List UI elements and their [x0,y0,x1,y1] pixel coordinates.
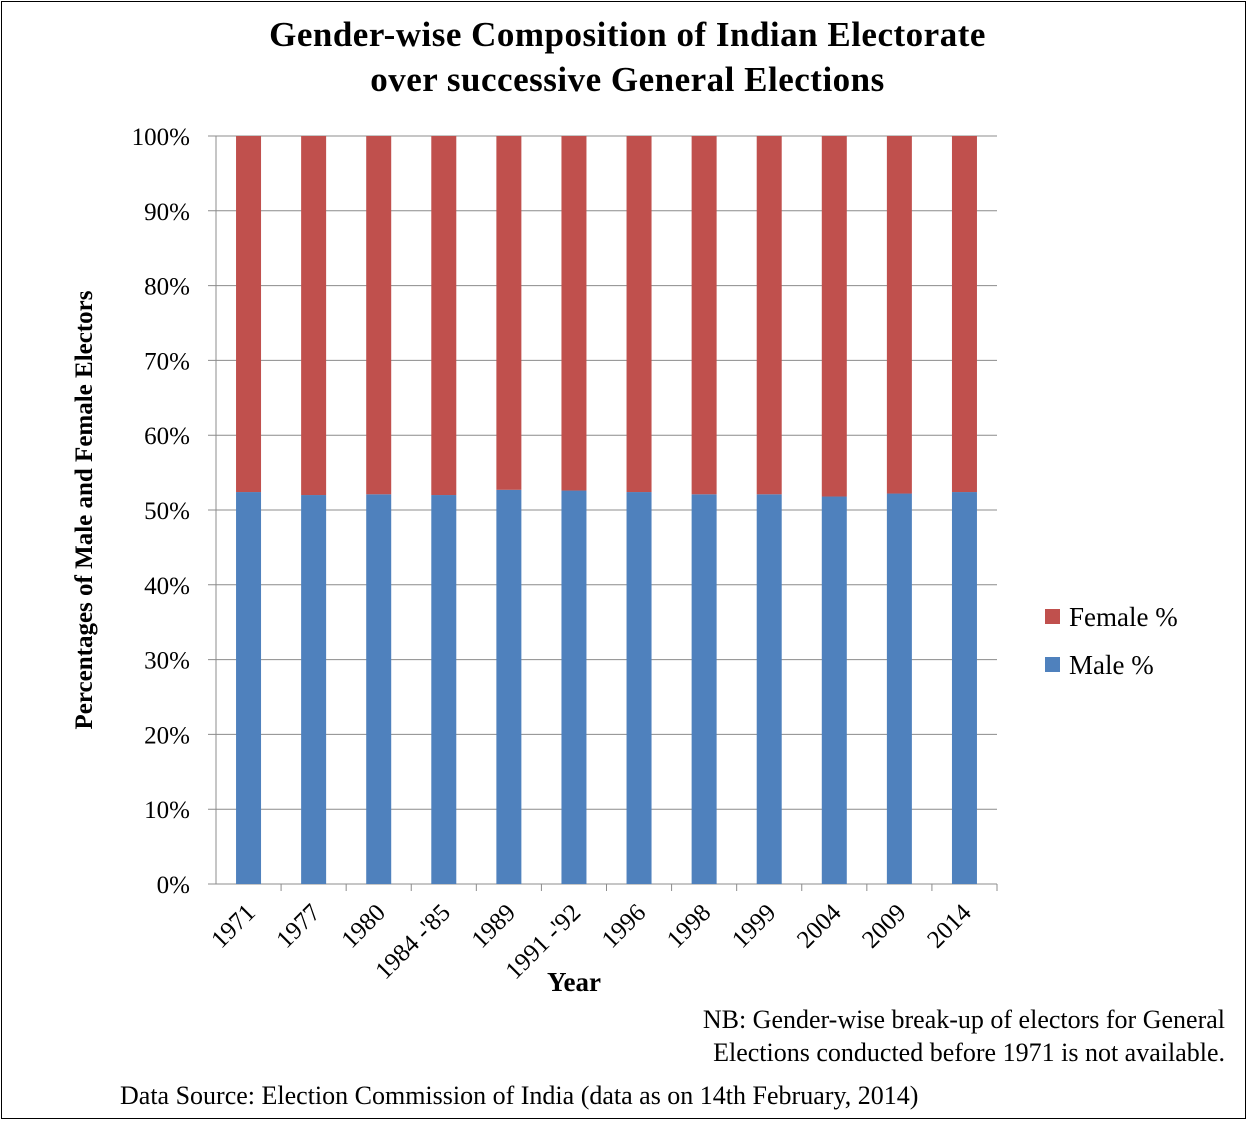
legend-label-female: Female % [1069,602,1178,632]
y-tick-label: 70% [144,348,190,375]
x-tick-label: 2004 [792,899,847,954]
y-axis-title: Percentages of Male and Female Electors [71,290,98,729]
bar-male-10 [887,494,912,884]
y-tick-label: 20% [144,722,190,749]
bar-male-4 [496,490,521,884]
bar-female-10 [887,136,912,494]
bar-male-9 [822,497,847,884]
x-tick-label: 1999 [727,899,781,953]
bar-female-2 [366,136,391,494]
x-tick-label: 1971 [206,899,260,953]
bar-male-3 [431,495,456,884]
bar-male-2 [366,494,391,884]
bar-female-4 [496,136,521,490]
footnote-line-1: NB: Gender-wise break-up of electors for… [703,1003,1225,1036]
legend-swatch-female [1045,609,1060,624]
bar-female-5 [561,136,586,491]
x-tick-label: 1977 [271,899,325,953]
x-axis-title: Year [547,967,601,997]
bar-male-8 [757,494,782,884]
x-tick-label: 1998 [662,899,716,953]
x-tick-label: 1980 [337,899,391,953]
legend-swatch-male [1045,657,1060,672]
bar-female-7 [692,136,717,494]
y-tick-label: 0% [157,872,190,899]
footnote-line-2: Elections conducted before 1971 is not a… [703,1036,1225,1069]
bar-male-0 [236,492,261,884]
legend-label-male: Male % [1069,650,1154,680]
y-tick-label: 10% [144,797,190,824]
bar-male-5 [561,491,586,884]
x-tick-label: 1996 [597,899,651,953]
y-tick-label: 40% [144,573,190,600]
bar-male-1 [301,495,326,884]
y-tick-label: 90% [144,199,190,226]
x-tick-label: 2009 [857,899,911,953]
bar-female-8 [757,136,782,494]
y-tick-label: 60% [144,423,190,450]
x-tick-label: 2014 [922,899,977,954]
bar-female-0 [236,136,261,492]
bar-male-6 [627,492,652,884]
y-tick-label: 80% [144,274,190,301]
bar-female-1 [301,136,326,495]
bar-male-11 [952,492,977,884]
bar-female-3 [431,136,456,495]
x-tick-label: 1989 [467,899,521,953]
bar-male-7 [692,494,717,884]
bar-female-6 [627,136,652,492]
y-tick-label: 30% [144,648,190,675]
footnote: NB: Gender-wise break-up of electors for… [703,1003,1225,1069]
y-tick-label: 100% [132,124,190,151]
bar-female-11 [952,136,977,492]
data-source: Data Source: Election Commission of Indi… [120,1081,918,1111]
bar-female-9 [822,136,847,497]
y-tick-label: 50% [144,498,190,525]
